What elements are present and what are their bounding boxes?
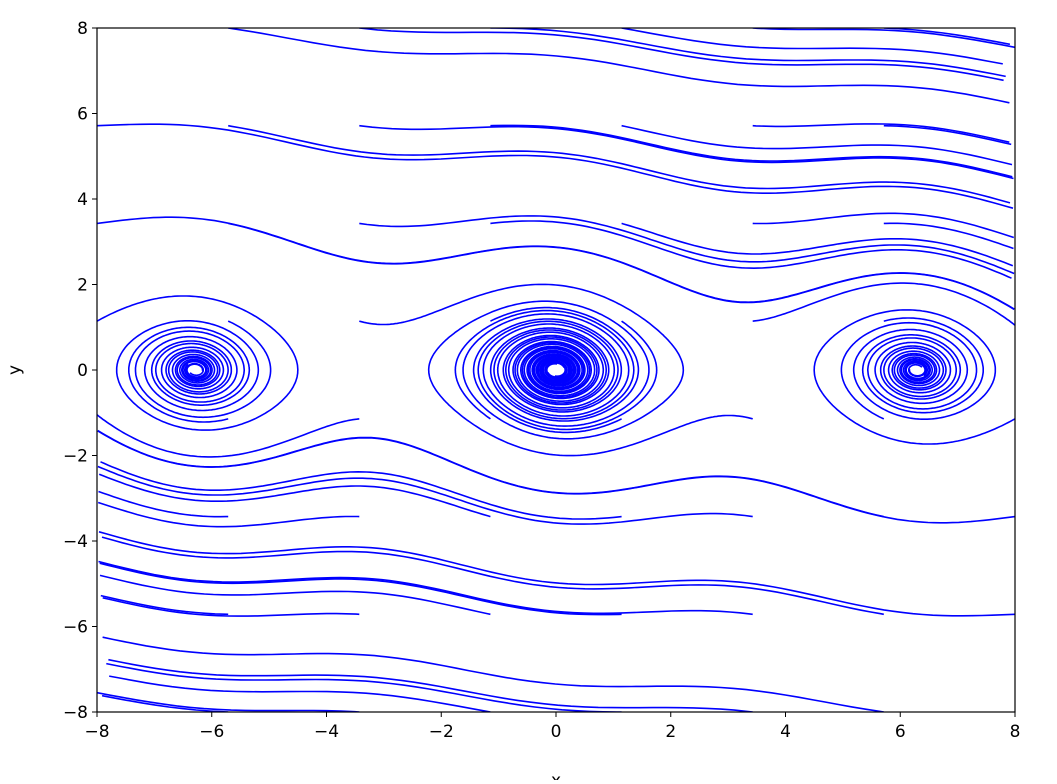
y-tick-label: −8 — [63, 703, 88, 723]
y-axis: −8 −6 −4 −2 0 2 4 6 8 — [63, 19, 97, 723]
x-tick-label: 0 — [551, 722, 562, 742]
trajectory-line — [752, 28, 1015, 49]
trajectory-line — [102, 597, 360, 617]
x-tick-label: 6 — [895, 722, 906, 742]
trajectory-line — [100, 594, 229, 616]
trajectory-line — [490, 28, 1006, 78]
trajectory-line — [621, 124, 1013, 166]
trajectory-line — [101, 694, 229, 712]
trajectory-line — [100, 461, 622, 520]
trajectory-line — [490, 220, 1012, 279]
y-tick-label: −4 — [63, 532, 88, 552]
trajectory-line — [97, 295, 299, 431]
trajectory-line — [752, 282, 1015, 326]
y-tick-label: −2 — [63, 447, 88, 467]
trajectory-line — [840, 321, 978, 420]
trajectory-line — [97, 216, 1015, 310]
trajectory-line — [752, 212, 1015, 239]
trajectory-line — [98, 490, 229, 518]
y-tick-label: 2 — [77, 276, 88, 296]
x-tick-label: 2 — [665, 722, 676, 742]
trajectory-line — [813, 309, 1015, 445]
trajectory-line — [108, 658, 753, 712]
trajectory-line — [99, 562, 622, 616]
trajectory-line — [102, 636, 884, 712]
x-tick-label: 4 — [780, 722, 791, 742]
trajectory-line — [97, 414, 360, 458]
trajectory-line — [883, 28, 1011, 46]
trajectory-lines — [97, 28, 1015, 712]
trajectory-line — [621, 222, 1014, 267]
trajectory-line — [228, 124, 1011, 204]
y-tick-label: 4 — [77, 190, 88, 210]
trajectory-line — [97, 501, 360, 528]
y-tick-label: 8 — [77, 19, 88, 39]
trajectory-line — [98, 531, 1015, 617]
trajectory-line — [883, 222, 1014, 250]
trajectory-line — [97, 430, 1015, 524]
trajectory-line — [883, 124, 1012, 146]
trajectory-line — [101, 536, 884, 616]
x-tick-label: 8 — [1010, 722, 1021, 742]
x-tick-label: −8 — [84, 722, 109, 742]
x-tick-label: −2 — [429, 722, 454, 742]
trajectory-line — [427, 300, 753, 457]
trajectory-line — [98, 473, 491, 518]
trajectory-line — [228, 222, 1015, 311]
x-tick-label: −4 — [314, 722, 339, 742]
trajectory-line — [490, 124, 1013, 178]
trajectory-line — [97, 465, 753, 525]
trajectory-line — [359, 283, 685, 440]
trajectory-line — [106, 662, 622, 712]
x-axis: −8 −6 −4 −2 0 2 4 6 8 — [84, 712, 1020, 742]
trajectory-line — [621, 28, 1003, 65]
trajectory-line — [134, 320, 272, 419]
trajectory-line — [97, 429, 884, 518]
trajectory-line — [228, 28, 1010, 104]
x-axis-label: x — [551, 771, 561, 780]
y-tick-label: 0 — [77, 361, 88, 381]
trajectory-line — [98, 560, 753, 616]
y-tick-label: −6 — [63, 618, 88, 638]
trajectory-line — [861, 317, 984, 414]
y-tick-label: 6 — [77, 105, 88, 125]
trajectory-line — [359, 28, 1004, 82]
trajectory-line — [97, 123, 1014, 209]
y-axis-label: y — [5, 365, 25, 375]
trajectory-line — [109, 675, 491, 712]
trajectory-line — [489, 306, 640, 422]
trajectory-line — [359, 215, 1015, 275]
trajectory-line — [359, 124, 1014, 180]
trajectory-line — [99, 574, 491, 616]
trajectory-line — [477, 320, 658, 431]
trajectory-line — [97, 691, 360, 712]
x-tick-label: −6 — [199, 722, 224, 742]
trajectory-line — [752, 123, 1010, 143]
